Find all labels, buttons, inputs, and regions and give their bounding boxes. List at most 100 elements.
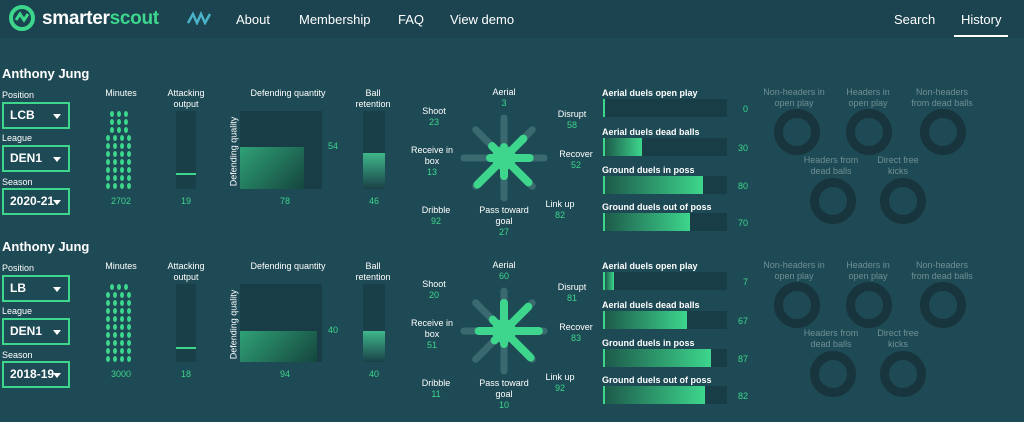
duel-ground-in-label: Ground duels in poss [602,165,695,175]
duel-ground-out-label: Ground duels out of poss [602,202,712,212]
nav-view-demo[interactable]: View demo [450,12,515,27]
link-up-stat: Link up 92 [538,372,582,394]
duel-open-label: Aerial duels open play [602,88,698,98]
ball-retention-label: Ball retention [355,88,391,109]
ring-chart [774,109,820,155]
minutes-dot [109,284,114,290]
season-select[interactable]: 2020-21 [2,188,70,215]
position-select[interactable]: LCB [2,102,70,129]
duel-dead-label: Aerial duels dead balls [602,300,700,310]
duel-open-value: 7 [742,277,748,287]
season-select[interactable]: 2018-19 [2,361,70,388]
league-select[interactable]: DEN1 [2,318,70,345]
nav-history[interactable]: History [961,12,1002,27]
minutes-dot [120,183,124,189]
minutes-dot [113,292,117,298]
minutes-dot [120,324,124,330]
minutes-dot [106,356,110,362]
player-row: Anthony Jung Position LB League DEN1 Sea… [0,239,1024,410]
minutes-dot [113,159,117,165]
minutes-dot [123,111,128,117]
minutes-value: 3000 [110,369,132,379]
attacking-output-marker [176,173,196,176]
minutes-dot [109,119,114,125]
minutes-dot [127,167,131,173]
minutes-dot [113,300,117,306]
receive-label: Receive in box [410,318,454,339]
minutes-dot [106,159,110,165]
minutes-dot [106,308,110,314]
minutes-dot [127,175,131,181]
position-label: Position [2,90,35,100]
minutes-dot [127,143,131,149]
duel-ground-out-fill [605,386,706,404]
waveform-icon[interactable] [187,11,211,25]
player-name: Anthony Jung [2,66,90,81]
link-up-value: 92 [554,383,565,393]
direct-free-kicks-label: Direct free kicks [877,328,919,349]
playstyle-radar [460,287,548,375]
ring-chart [846,282,892,328]
pass-label: Pass toward goal [479,205,529,226]
ring-chart [920,109,966,155]
duel-ground-in-value: 80 [737,181,748,191]
minutes-dot [116,111,121,117]
defending-fill [240,330,318,362]
dribble-value: 11 [431,389,441,399]
duel-ground-in-bar [603,349,727,367]
ring-chart [810,351,856,397]
minutes-dot [113,175,117,181]
disrupt-value: 58 [566,120,577,130]
league-label: League [2,133,33,143]
receive-label: Receive in box [410,145,454,166]
minutes-dot [113,324,117,330]
nav-about[interactable]: About [236,12,270,27]
duel-ground-in-label: Ground duels in poss [602,338,695,348]
dribble-stat: Dribble 11 [414,378,458,400]
minutes-dot [127,135,131,141]
minutes-dot [106,324,110,330]
ring-chart [880,178,926,224]
minutes-dot [106,316,110,322]
non-headers-open-play-label: Non-headers in open play [763,87,825,108]
minutes-dot [116,284,121,290]
minutes-dot [113,348,117,354]
disrupt-value: 81 [566,293,577,303]
position-select[interactable]: LB [2,275,70,302]
league-select[interactable]: DEN1 [2,145,70,172]
nav-search[interactable]: Search [894,12,936,27]
minutes-dot [120,292,124,298]
attacking-output-bar [176,284,196,362]
receive-value: 51 [426,340,437,350]
minutes-label: Minutes [105,261,137,271]
season-label: Season [2,350,33,360]
nav-membership[interactable]: Membership [299,12,371,27]
duel-dead-bar [603,138,727,156]
minutes-dot [113,183,117,189]
caret-down-icon [53,287,61,292]
minutes-dot [127,324,131,330]
shoot-value: 23 [428,117,439,127]
ball-retention-value: 46 [368,196,379,206]
minutes-dot [116,127,121,133]
minutes-dot [127,340,131,346]
defending-quantity-label: Defending quantity [250,88,326,98]
disrupt-label: Disrupt [557,282,587,292]
nav-faq[interactable]: FAQ [398,12,425,27]
minutes-dot [120,143,124,149]
duel-ground-out-value: 82 [737,391,748,401]
duel-open-bar [603,272,727,290]
minutes-dot [127,292,131,298]
direct-free-kicks-label: Direct free kicks [877,155,919,176]
non-headers-dead-balls-label: Non-headers from dead balls [911,260,973,281]
shoot-stat: Shoot 20 [414,279,454,301]
aerial-stat: Aerial 60 [484,260,524,282]
smarterscout-logo[interactable]: smarterscout [8,4,159,32]
pass-toward-goal-stat: Pass toward goal 27 [474,205,534,238]
player-name: Anthony Jung [2,239,90,254]
player-row: Anthony Jung Position LCB League DEN1 Se… [0,66,1024,238]
minutes-dot [106,340,110,346]
receive-value: 13 [426,167,437,177]
minutes-dot [113,308,117,314]
attacking-output-bar [176,111,196,189]
